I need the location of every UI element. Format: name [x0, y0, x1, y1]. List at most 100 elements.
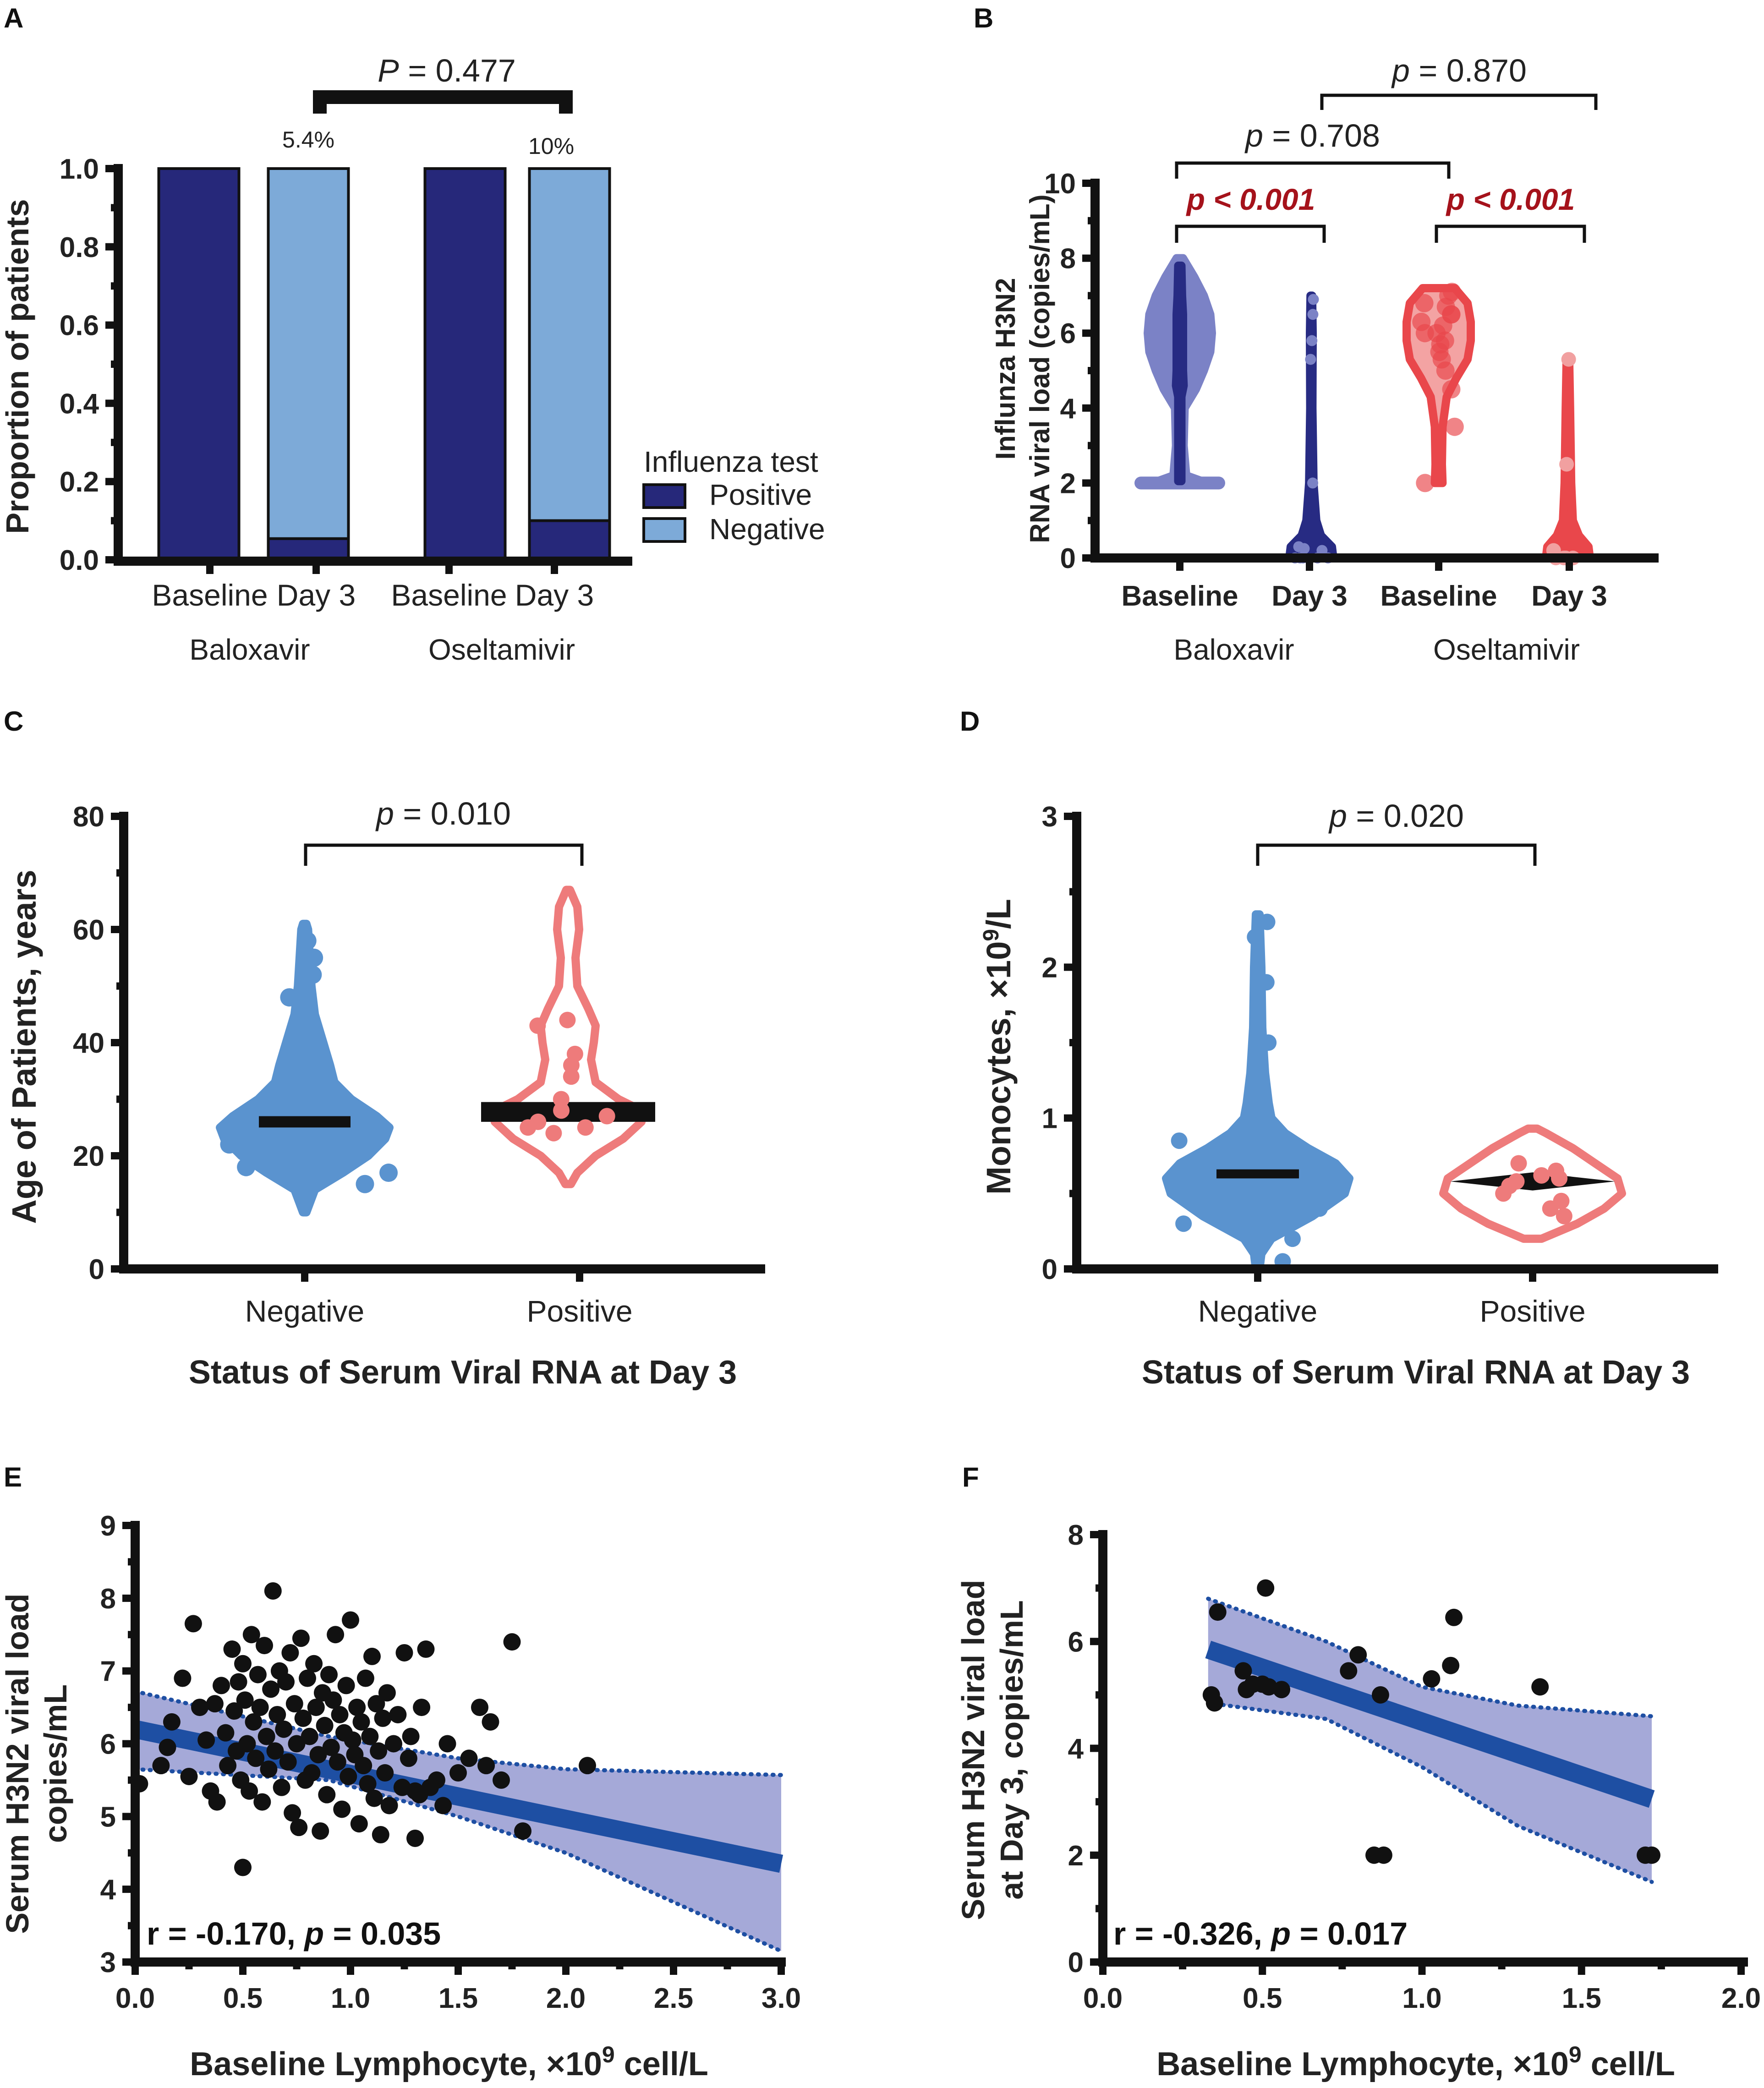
data-point — [1247, 929, 1264, 946]
legend-label-positive: Positive — [709, 478, 812, 511]
data-point — [417, 1640, 435, 1658]
panel-e-axes: 3 4 5 6 7 8 9 0.0 0.5 1.0 1.5 2.0 2.5 3.0 — [100, 1510, 801, 2014]
data-point — [245, 1713, 263, 1731]
data-point — [1316, 545, 1328, 556]
y-tick-label: 6 — [1068, 1626, 1084, 1658]
data-point — [1323, 1185, 1340, 1202]
y-tick-label: 20 — [73, 1141, 104, 1172]
y-tick-label: 9 — [100, 1510, 116, 1542]
data-point — [1234, 1662, 1252, 1680]
data-point — [251, 1699, 269, 1716]
panel-b-p-1: p = 0.870 — [1391, 53, 1527, 88]
data-point — [280, 988, 299, 1007]
violin-positive — [491, 885, 646, 1188]
legend-label-negative: Negative — [709, 513, 825, 546]
x-tick-label: 1.5 — [438, 1983, 478, 2014]
data-point — [208, 1793, 226, 1811]
data-point — [1442, 380, 1461, 399]
data-point — [219, 1757, 237, 1775]
panel-b-y-axis-title-2: RNA viral load (copies/mL) — [1024, 194, 1055, 543]
panel-d-violins — [1162, 910, 1626, 1273]
panel-a-legend-title: Influenza test — [644, 445, 818, 478]
data-point — [1257, 1579, 1275, 1597]
data-point — [253, 1793, 271, 1811]
panel-e-y-axis-title-1: Serum H3N2 viral load — [0, 1593, 35, 1934]
data-point — [354, 1118, 373, 1137]
y-tick-label: 40 — [73, 1028, 104, 1059]
panel-e-label: E — [4, 1462, 22, 1492]
data-point — [342, 1611, 359, 1629]
data-point — [247, 1749, 265, 1767]
data-point — [281, 1644, 299, 1662]
data-point — [438, 1735, 456, 1753]
data-point — [1349, 1646, 1367, 1664]
data-point — [1510, 1155, 1527, 1172]
panel-f-y-axis-title-1: Serum H3N2 viral load — [955, 1580, 991, 1920]
panel-a-group-oseltamivir: Oseltamivir — [428, 633, 575, 666]
violin-inner — [1172, 262, 1188, 486]
data-point — [1175, 1215, 1192, 1232]
bar-positive-segment — [157, 167, 241, 561]
panel-c-bracket — [304, 843, 584, 866]
data-point — [262, 1680, 280, 1698]
data-point — [238, 1735, 256, 1753]
data-point — [1284, 1230, 1301, 1247]
data-point — [299, 1669, 316, 1687]
data-point — [296, 1005, 315, 1024]
panel-c: C 0 20 40 60 80 Age of Patients, years Negat… — [4, 706, 765, 1391]
y-tick-label: 1.0 — [60, 153, 99, 185]
panel-d-cat-positive: Positive — [1479, 1294, 1585, 1328]
confidence-band — [1208, 1598, 1652, 1882]
data-point — [324, 1691, 342, 1709]
panel-b-cat-4: Day 3 — [1531, 580, 1607, 612]
bar-negative-segment — [267, 167, 350, 540]
data-point — [1171, 1132, 1188, 1149]
panel-b-violins — [1134, 254, 1594, 565]
data-point — [1247, 1079, 1264, 1096]
panel-f: F 0 2 4 6 8 0.0 0.5 1.0 1.5 2.0 Serum H3N2 viral … — [955, 1462, 1761, 2083]
data-point — [356, 1175, 374, 1193]
x-tick-label: 1.0 — [1402, 1983, 1441, 2014]
data-point — [1260, 1034, 1277, 1051]
data-point — [1561, 352, 1576, 367]
panel-a-cat-2: Day 3 — [277, 578, 356, 612]
panel-c-x-axis-title: Status of Serum Viral RNA at Day 3 — [189, 1354, 737, 1391]
data-point — [301, 1727, 318, 1745]
data-point — [1259, 913, 1276, 930]
data-point — [1508, 1173, 1525, 1190]
data-point — [1423, 1670, 1441, 1688]
panel-d-x-axis-title: Status of Serum Viral RNA at Day 3 — [1142, 1354, 1690, 1391]
data-point — [400, 1749, 417, 1767]
data-point — [1416, 474, 1435, 492]
bar-positive-segment — [423, 167, 507, 561]
data-point — [1412, 312, 1431, 331]
data-point — [260, 1760, 278, 1778]
x-tick-label: 2.5 — [654, 1983, 693, 2014]
y-tick-label: 5 — [100, 1801, 116, 1833]
panel-e-plot — [131, 1582, 783, 1953]
y-tick-label: 3 — [1042, 801, 1057, 833]
data-point — [449, 1764, 467, 1782]
data-point — [273, 1778, 290, 1796]
y-tick-label: 4 — [100, 1874, 116, 1906]
panel-d-p-value: p = 0.020 — [1328, 798, 1464, 834]
x-tick-label: 0.0 — [1083, 1983, 1123, 2014]
data-point — [197, 1731, 215, 1749]
data-point — [1330, 1167, 1347, 1184]
y-tick-label: 2 — [1060, 468, 1076, 499]
x-tick-label: 1.0 — [331, 1983, 370, 2014]
panel-b-p-4: p < 0.001 — [1446, 182, 1575, 216]
x-tick-label: 0.5 — [1243, 1983, 1282, 2014]
data-point — [309, 1746, 327, 1764]
ci-upper-line — [133, 1689, 783, 1777]
panel-a-p-bracket — [313, 90, 573, 114]
panel-c-cat-negative: Negative — [245, 1294, 365, 1328]
data-point — [1442, 1656, 1460, 1674]
data-point — [318, 1786, 336, 1804]
data-point — [316, 1716, 334, 1734]
data-point — [279, 1753, 297, 1771]
data-point — [361, 1727, 379, 1745]
data-point — [1445, 417, 1464, 436]
panel-a-cat-4: Day 3 — [515, 578, 594, 612]
data-point — [288, 1735, 306, 1753]
